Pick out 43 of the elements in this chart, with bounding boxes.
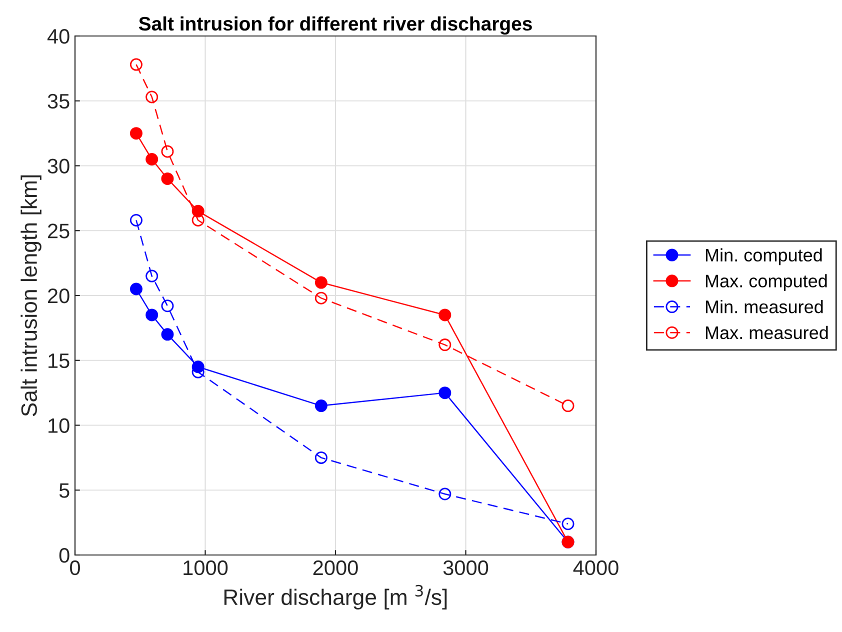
y-tick-label: 10 <box>48 418 70 434</box>
chart-title: Salt intrusion for different river discharges <box>138 16 532 35</box>
point <box>130 214 142 226</box>
point <box>130 58 142 71</box>
x-tick-label: 4000 <box>573 560 618 576</box>
y-tick-label: 20 <box>48 288 70 304</box>
point <box>562 518 574 530</box>
y-tick-label: 35 <box>48 94 70 109</box>
point <box>314 276 328 289</box>
y-tick-label: 25 <box>48 224 70 238</box>
legend-label: Max. measured <box>706 326 828 340</box>
point <box>161 328 174 341</box>
point <box>438 308 452 322</box>
point <box>146 153 158 166</box>
point <box>146 308 158 322</box>
x-tick-label: 3000 <box>443 560 488 576</box>
y-tick-label: 40 <box>47 29 70 44</box>
y-tick-label: 0 <box>59 548 70 563</box>
point <box>562 400 574 412</box>
y-tick-label: 15 <box>48 354 70 368</box>
point <box>438 338 452 352</box>
point <box>438 488 452 500</box>
x-tick-label: 0 <box>70 560 80 576</box>
y-axis-title: Salt intrusion length [km] <box>20 175 42 416</box>
x-tick-label: 1000 <box>184 560 228 576</box>
point <box>130 282 142 296</box>
point <box>161 300 174 312</box>
point <box>146 270 158 282</box>
point <box>314 400 328 412</box>
point <box>161 145 174 158</box>
point <box>146 90 158 104</box>
legend-label: Max. computed <box>706 274 827 291</box>
x-axis-title: River discharge [m $^{3}$/s] <box>224 584 447 610</box>
point <box>161 172 174 185</box>
x-tick-label: 2000 <box>313 560 358 576</box>
point <box>130 127 142 140</box>
legend-label: Min. measured <box>706 300 823 314</box>
y-tick-label: 30 <box>48 158 70 174</box>
point <box>314 451 328 464</box>
y-tick-label: 5 <box>59 483 70 498</box>
legend-label: Min. computed <box>706 248 822 266</box>
point <box>438 386 452 400</box>
point <box>314 292 328 304</box>
